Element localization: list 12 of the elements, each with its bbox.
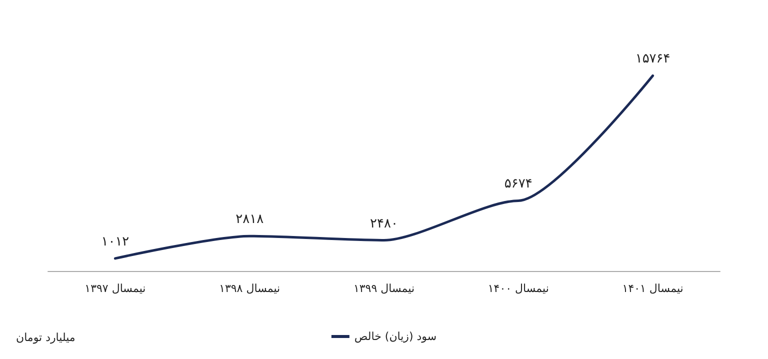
text: میلیارد تومان <box>16 331 76 344</box>
data-label: ۲۸۱۸ <box>236 212 264 228</box>
x-tick-label: نیمسال ۱۴۰۱ <box>622 282 684 295</box>
legend-label: سود (زیان) خالص <box>354 330 437 343</box>
x-tick-label: نیمسال ۱۳۹۸ <box>219 282 280 295</box>
data-label: ۲۴۸۰ <box>370 216 398 232</box>
data-label: ۱۰۱۲ <box>101 234 130 250</box>
data-label: ۱۵۷۶۴ <box>635 52 670 67</box>
x-tick-label: نیمسال ۱۴۰۰ <box>488 282 549 295</box>
x-tick-label: نیمسال ۱۳۹۷ <box>84 282 146 295</box>
data-label: ۵۶۷۴ <box>504 176 532 192</box>
x-tick-label: نیمسال ۱۳۹۹ <box>353 282 415 295</box>
